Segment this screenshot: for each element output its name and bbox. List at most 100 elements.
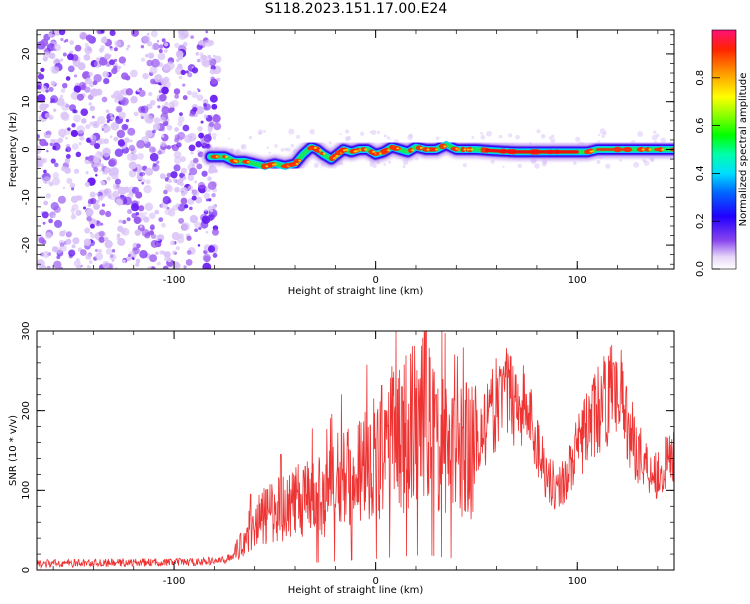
heatmap-noise-dot (163, 251, 171, 259)
heatmap-noise-dot (179, 112, 183, 117)
heatmap-noise-dot (191, 91, 199, 99)
ridge-core-blob (210, 154, 220, 159)
heatmap-noise-dot (360, 131, 365, 136)
heatmap-noise-dot (203, 103, 207, 107)
heatmap-noise-dot (66, 143, 71, 148)
heatmap-noise-dot (202, 59, 211, 68)
heatmap-noise-dot (125, 88, 134, 96)
heatmap-noise-dot (550, 138, 556, 144)
heatmap-noise-dot (127, 127, 136, 136)
ridge-core-highlight (463, 148, 467, 151)
heatmap-noise-dot (37, 155, 43, 165)
colorbar-label: Normalized spectral amplitude (738, 73, 749, 227)
heatmap-noise-dot (205, 230, 209, 234)
heatmap-noise-dot (139, 172, 144, 177)
heatmap-y-tick-label: -10 (21, 189, 32, 205)
ridge-core-highlight (318, 149, 322, 152)
heatmap-noise-dot (138, 89, 146, 97)
heatmap-noise-dot (123, 195, 127, 199)
heatmap-noise-dot (62, 82, 68, 89)
heatmap-noise-dot (65, 76, 71, 81)
heatmap-noise-dot (110, 122, 120, 131)
heatmap-noise-dot (70, 214, 77, 220)
heatmap-noise-dot (240, 143, 247, 150)
heatmap-noise-dot (633, 161, 640, 168)
heatmap-noise-dot (376, 130, 381, 134)
snr-series-line (37, 331, 674, 570)
heatmap-noise-dot (598, 133, 601, 137)
heatmap-noise-dot (415, 156, 419, 161)
ridge-core-highlight (470, 148, 474, 151)
heatmap-noise-dot (41, 211, 49, 219)
heatmap-noise-dot (101, 203, 106, 207)
heatmap-noise-dot (123, 76, 128, 80)
ridge-core-blob (315, 147, 321, 154)
colorbar: 0.0 0.2 0.4 0.6 0.8 Normalized spectral ampl… (695, 29, 749, 277)
heatmap-noise-dot (548, 136, 552, 140)
heatmap-noise-dot (173, 151, 182, 159)
heatmap-noise-dot (134, 229, 141, 236)
heatmap-noise-dot (339, 133, 342, 136)
ridge-core-highlight (298, 159, 302, 162)
heatmap-noise-dot (44, 112, 51, 119)
heatmap-noise-dot (62, 186, 66, 190)
heatmap-noise-dot (45, 130, 52, 137)
heatmap-noise-dot (180, 197, 188, 205)
heatmap-noise-dot (184, 134, 193, 143)
heatmap-noise-dot (144, 232, 151, 239)
heatmap-noise-dot (96, 57, 100, 62)
heatmap-noise-dot (71, 187, 75, 191)
ridge-core-highlight (313, 146, 317, 149)
heatmap-noise-dot (188, 144, 196, 152)
heatmap-noise-dot (61, 166, 67, 172)
heatmap-noise-dot (75, 209, 82, 216)
heatmap-noise-dot (117, 237, 126, 246)
heatmap-noise-dot (149, 99, 156, 106)
heatmap-noise-dot (164, 101, 169, 106)
ridge-core-highlight (364, 148, 367, 151)
snr-frame (36, 330, 675, 571)
heatmap-noise-dot (402, 159, 409, 165)
ridge-core-blob (431, 147, 438, 152)
heatmap-noise-dot (196, 88, 200, 91)
heatmap-noise-dot (203, 114, 208, 119)
heatmap-noise-dot (73, 168, 80, 174)
heatmap-noise-dot (85, 253, 92, 260)
heatmap-noise-dot (52, 172, 60, 179)
heatmap-noise-dot (619, 158, 623, 162)
heatmap-noise-dot (60, 88, 66, 93)
heatmap-noise-dot (182, 95, 188, 101)
heatmap-noise-dot (140, 57, 146, 62)
heatmap-noise-dot (191, 67, 199, 74)
heatmap-noise-dot (133, 111, 139, 117)
heatmap-noise-dot (174, 252, 177, 255)
heatmap-noise-dot (113, 47, 118, 52)
heatmap-noise-dot (157, 52, 166, 61)
heatmap-noise-dot (53, 205, 61, 213)
heatmap-noise-dot (129, 139, 133, 143)
heatmap-noise-dot (203, 192, 210, 199)
heatmap-noise-dot (48, 218, 53, 224)
heatmap-noise-dot (59, 94, 64, 98)
heatmap-noise-dot (100, 222, 104, 226)
heatmap-noise-dot (153, 117, 161, 124)
heatmap-noise-dot (196, 106, 205, 115)
heatmap-noise-dot (86, 215, 92, 222)
heatmap-noise-dot (102, 70, 109, 78)
heatmap-noise-dot (113, 90, 122, 99)
heatmap-noise-dot (194, 221, 201, 228)
heatmap-noise-dot (123, 196, 132, 206)
ridge-core-highlight (215, 155, 219, 158)
heatmap-noise-dot (100, 30, 105, 34)
heatmap-noise-dot (71, 123, 76, 128)
heatmap-noise-dot (131, 30, 139, 37)
heatmap-noise-dot (177, 54, 184, 61)
heatmap-y-tick-label: 20 (21, 48, 32, 61)
heatmap-noise-dot (121, 123, 129, 131)
heatmap-noise-dot (109, 193, 116, 201)
heatmap-noise-dot (106, 176, 111, 181)
heatmap-noise-dot (197, 149, 200, 153)
heatmap-noise-dot (182, 124, 190, 132)
heatmap-noise-dot (184, 204, 189, 209)
